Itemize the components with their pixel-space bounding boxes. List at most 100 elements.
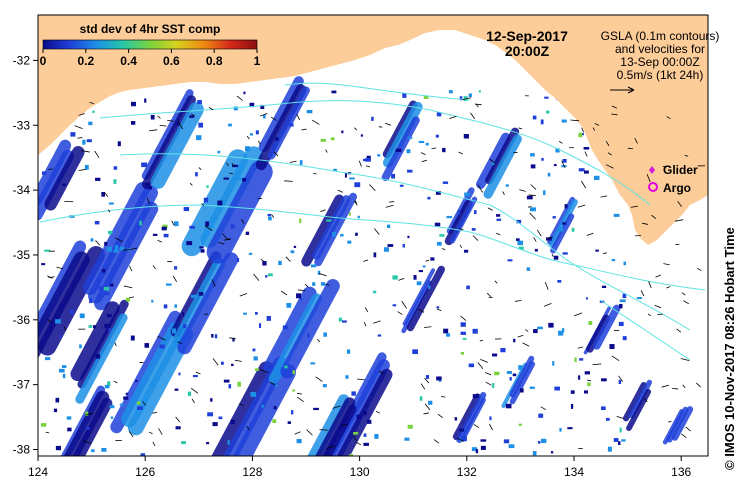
velocity-arrow [159, 124, 167, 127]
sst-pixel [176, 121, 180, 126]
sst-pixel [460, 331, 466, 335]
sst-pixel [550, 451, 554, 454]
velocity-arrow [577, 204, 586, 208]
velocity-arrow [586, 232, 594, 236]
velocity-arrow [47, 318, 52, 324]
sst-streak [181, 146, 273, 264]
velocity-arrow [676, 328, 682, 333]
velocity-arrow [114, 342, 117, 347]
sst-pixel [619, 303, 623, 309]
velocity-arrow [325, 149, 328, 153]
sst-pixel [595, 249, 599, 252]
sst-pixel [546, 237, 552, 241]
velocity-arrow [657, 313, 663, 316]
sst-pixel [322, 384, 327, 388]
velocity-arrow [89, 101, 95, 105]
sst-pixel [564, 204, 568, 209]
velocity-arrow [515, 300, 522, 302]
sst-pixel [207, 412, 214, 417]
sst-pixel [463, 96, 468, 101]
sst-pixel [55, 397, 60, 403]
sst-pixel [526, 267, 531, 271]
sst-streak-segment [406, 265, 445, 332]
sst-pixel [513, 338, 516, 343]
sst-pixel [255, 130, 259, 135]
velocity-arrow [157, 335, 166, 341]
sst-pixel [198, 122, 204, 128]
sst-pixel [44, 249, 51, 252]
sst-streak [401, 265, 445, 334]
sst-pixel [605, 417, 610, 421]
velocity-arrow [472, 235, 479, 241]
velocity-arrow [363, 259, 369, 262]
sst-pixel [299, 297, 302, 301]
sst-pixel [310, 264, 317, 268]
velocity-arrow [80, 150, 90, 153]
velocity-arrow [48, 276, 55, 279]
velocity-arrow [627, 147, 633, 150]
sst-pixel [273, 405, 277, 410]
contour-line [119, 153, 691, 331]
sst-pixel [459, 96, 463, 101]
sst-pixel [373, 252, 377, 258]
sst-streak-segment [592, 304, 621, 350]
velocity-arrow [284, 180, 293, 182]
velocity-arrow [218, 242, 225, 245]
sst-streak-segment [622, 381, 647, 422]
sst-pixel [492, 353, 498, 357]
velocity-arrow [449, 116, 457, 120]
sst-pixel [274, 384, 278, 387]
velocity-arrow [313, 172, 317, 175]
sst-pixel [261, 404, 264, 408]
velocity-arrow [543, 303, 552, 307]
velocity-arrow [325, 283, 330, 286]
sst-pixel [372, 290, 377, 294]
velocity-arrow [311, 119, 320, 125]
velocity-arrow [229, 337, 236, 340]
velocity-arrow [177, 121, 184, 130]
velocity-arrow [546, 236, 553, 239]
sst-pixel [85, 411, 89, 417]
sst-pixel [537, 326, 543, 330]
velocity-arrow [592, 127, 595, 131]
sst-pixel [260, 104, 265, 110]
sst-pixel [454, 417, 458, 421]
sst-pixel [515, 238, 520, 241]
velocity-arrow [204, 225, 213, 231]
sst-pixel [346, 349, 351, 354]
x-tick-label: 132 [457, 465, 477, 479]
sst-pixel [140, 453, 146, 456]
sst-streak-segment [44, 146, 85, 211]
velocity-arrow [269, 381, 276, 385]
colorbar-tick-label: 0 [40, 54, 47, 68]
sst-streak-segment [460, 397, 486, 442]
sst-pixel [617, 441, 621, 445]
sst-pixel [103, 286, 110, 291]
velocity-arrow [246, 135, 250, 140]
gsla-note-line: and velocities for [615, 42, 705, 56]
sst-pixel [460, 351, 464, 355]
velocity-arrow [458, 228, 464, 231]
sst-pixel [412, 349, 419, 355]
x-tick-label: 126 [135, 465, 155, 479]
velocity-arrow [441, 248, 446, 251]
sst-pixel [562, 252, 568, 255]
sst-streak-segment [298, 394, 350, 456]
sst-pixel [108, 327, 111, 333]
sst-pixel [131, 101, 136, 107]
colorbar-tick-label: 0.6 [163, 54, 180, 68]
velocity-arrow [201, 203, 205, 206]
sst-pixel [187, 391, 192, 396]
sst-pixel [348, 454, 354, 456]
sst-pixel [505, 403, 512, 409]
sst-pixel [291, 410, 294, 415]
velocity-arrow [558, 141, 563, 144]
sst-pixel [530, 153, 535, 157]
velocity-arrow [433, 439, 440, 444]
sst-pixel [585, 297, 588, 300]
sst-pixel [109, 405, 115, 409]
sst-pixel [619, 299, 626, 303]
velocity-arrow [374, 228, 380, 235]
sst-pixel [299, 218, 302, 224]
sst-pixel [290, 250, 295, 254]
